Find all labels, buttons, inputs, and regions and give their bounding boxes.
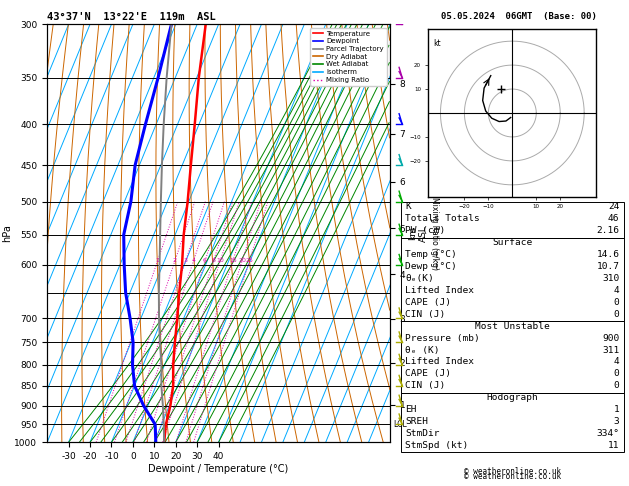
Text: CAPE (J): CAPE (J) [405,298,451,307]
Text: 1: 1 [155,259,160,263]
Text: CIN (J): CIN (J) [405,310,445,319]
Text: 3: 3 [184,259,187,263]
Text: 6: 6 [203,259,207,263]
Text: Lifted Index: Lifted Index [405,357,474,366]
Text: 4: 4 [191,259,196,263]
Text: Mixing Ratio (g/kg): Mixing Ratio (g/kg) [430,197,439,270]
Y-axis label: km
ASL: km ASL [408,225,428,242]
Text: Pressure (mb): Pressure (mb) [405,333,480,343]
Text: Hodograph: Hodograph [486,393,538,402]
Text: 2: 2 [173,259,177,263]
Text: 24: 24 [608,202,620,211]
Text: 0: 0 [614,310,620,319]
Text: EH: EH [405,405,416,414]
Text: kt: kt [433,39,441,48]
Text: 20: 20 [238,259,246,263]
Text: Dewp (°C): Dewp (°C) [405,262,457,271]
Text: CAPE (J): CAPE (J) [405,369,451,379]
Bar [401,202,624,238]
Y-axis label: hPa: hPa [2,225,12,242]
Text: 4: 4 [614,357,620,366]
Text: Totals Totals: Totals Totals [405,214,480,223]
Text: 05.05.2024  06GMT  (Base: 00): 05.05.2024 06GMT (Base: 00) [441,12,597,21]
Text: 310: 310 [602,274,620,283]
Text: 1: 1 [614,405,620,414]
Text: 334°: 334° [596,429,620,438]
Text: 10: 10 [216,259,224,263]
Legend: Temperature, Dewpoint, Parcel Trajectory, Dry Adiabat, Wet Adiabat, Isotherm, Mi: Temperature, Dewpoint, Parcel Trajectory… [310,28,386,86]
Text: 11: 11 [608,441,620,450]
Text: Temp (°C): Temp (°C) [405,250,457,259]
Bar [401,321,624,393]
Text: StmDir: StmDir [405,429,440,438]
Text: 10.7: 10.7 [596,262,620,271]
Text: PW (cm): PW (cm) [405,226,445,235]
Text: 14.6: 14.6 [596,250,620,259]
Text: 25: 25 [245,259,253,263]
Text: 46: 46 [608,214,620,223]
Text: θₑ(K): θₑ(K) [405,274,434,283]
Text: 3: 3 [614,417,620,426]
Text: Most Unstable: Most Unstable [475,322,550,330]
Text: 15: 15 [229,259,237,263]
Text: 900: 900 [602,333,620,343]
Text: K: K [405,202,411,211]
Text: 0: 0 [614,369,620,379]
Text: 311: 311 [602,346,620,354]
Text: © weatheronline.co.uk: © weatheronline.co.uk [464,472,561,481]
Text: 43°37'N  13°22'E  119m  ASL: 43°37'N 13°22'E 119m ASL [47,12,216,22]
Text: θₑ (K): θₑ (K) [405,346,440,354]
Text: StmSpd (kt): StmSpd (kt) [405,441,469,450]
Text: 0: 0 [614,298,620,307]
Text: 2.16: 2.16 [596,226,620,235]
Text: Lifted Index: Lifted Index [405,286,474,295]
Bar [401,393,624,452]
Bar [401,238,624,321]
X-axis label: Dewpoint / Temperature (°C): Dewpoint / Temperature (°C) [148,464,289,474]
Text: 0: 0 [614,382,620,390]
Text: 8: 8 [211,259,216,263]
Text: LCL: LCL [393,420,407,429]
Text: © weatheronline.co.uk: © weatheronline.co.uk [464,467,561,476]
Text: SREH: SREH [405,417,428,426]
Text: 4: 4 [614,286,620,295]
Text: Surface: Surface [493,238,532,247]
Text: CIN (J): CIN (J) [405,382,445,390]
